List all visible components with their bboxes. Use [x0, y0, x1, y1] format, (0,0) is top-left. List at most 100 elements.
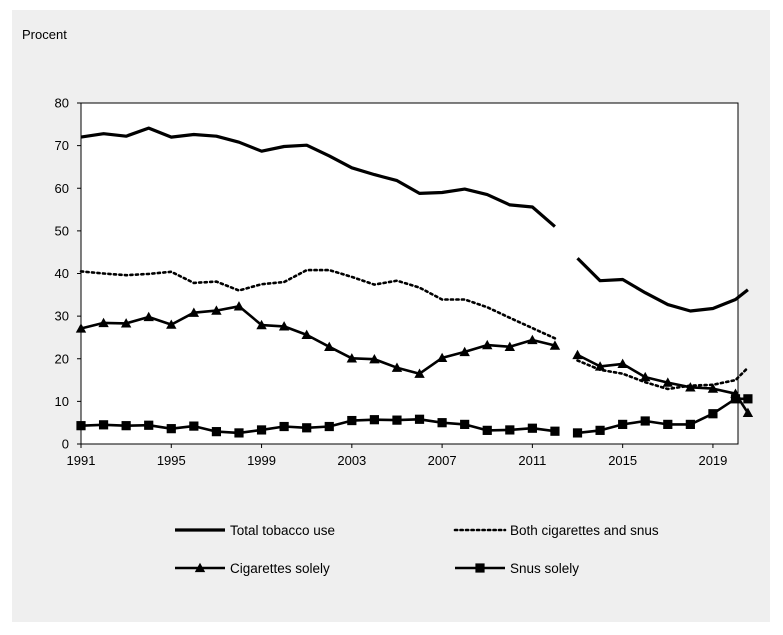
data-point	[742, 407, 754, 418]
series-total-tobacco-use	[80, 126, 749, 313]
data-point	[211, 305, 222, 315]
data-point	[392, 415, 402, 425]
data-point	[347, 415, 357, 426]
data-point	[482, 339, 493, 350]
data-point	[527, 334, 538, 345]
legend-item-snus-solely: Snus solely	[455, 561, 579, 576]
data-point	[618, 419, 628, 429]
data-point	[346, 353, 358, 363]
data-point	[595, 425, 605, 435]
series-line-segment	[80, 417, 556, 435]
data-point	[324, 421, 334, 432]
data-point	[188, 307, 200, 317]
y-tick-label: 80	[55, 96, 69, 111]
data-point	[549, 340, 561, 350]
series-line-segment	[576, 257, 749, 313]
legend-item-both-cigarettes-and-snus: Both cigarettes and snus	[453, 523, 659, 538]
data-point	[121, 421, 131, 431]
data-point	[572, 349, 583, 360]
y-tick-label: 40	[55, 266, 69, 281]
axes: 0 10 20 30 40 50 60 70 80 1991 1995 1999 2003 2007 201…	[55, 96, 739, 468]
series-layer	[75, 126, 754, 438]
legend-label: Total tobacco use	[230, 523, 335, 538]
y-tick-label: 0	[62, 437, 69, 452]
data-point	[302, 423, 312, 433]
data-point	[436, 352, 448, 363]
data-point	[234, 428, 244, 438]
data-point	[550, 426, 560, 436]
series-line-segment	[79, 268, 557, 340]
data-point	[301, 329, 312, 340]
data-point	[324, 341, 335, 351]
data-point	[437, 418, 447, 428]
data-point	[211, 427, 222, 437]
data-point	[76, 421, 86, 431]
data-point	[594, 361, 606, 371]
x-tick-label: 2007	[428, 453, 457, 468]
x-tick-label: 1995	[157, 453, 186, 468]
data-point	[685, 382, 696, 392]
data-point	[278, 321, 290, 331]
data-point	[166, 424, 176, 434]
data-point	[233, 301, 245, 311]
data-point	[369, 353, 380, 364]
legend-item-total-tobacco-use: Total tobacco use	[175, 523, 335, 538]
data-point	[189, 421, 199, 431]
data-point	[572, 428, 583, 438]
data-point	[662, 377, 673, 387]
data-point	[166, 319, 177, 329]
data-point	[617, 358, 628, 369]
legend: Total tobacco use Both cigarettes and snu…	[175, 523, 659, 576]
data-point	[98, 420, 109, 430]
data-point	[482, 425, 492, 435]
data-point	[414, 414, 425, 424]
data-point	[685, 419, 695, 429]
y-tick-label: 70	[55, 138, 69, 153]
data-point	[369, 415, 379, 425]
x-tick-label: 2015	[608, 453, 637, 468]
x-tick-label: 1999	[247, 453, 276, 468]
legend-label: Snus solely	[510, 561, 579, 576]
series-snus-solely	[76, 394, 753, 438]
x-tick-label: 2003	[337, 453, 366, 468]
legend-marker	[475, 563, 485, 573]
data-point	[143, 311, 154, 322]
data-point	[640, 416, 650, 426]
data-point	[391, 362, 403, 372]
data-point	[730, 394, 741, 404]
data-point	[144, 420, 154, 430]
x-tick-label: 2011	[518, 453, 546, 468]
series-both-cigarettes-and-snus	[79, 268, 750, 391]
data-point	[414, 368, 425, 378]
series-cigarettes-solely	[75, 301, 754, 418]
data-point	[743, 394, 753, 404]
data-point	[504, 341, 516, 351]
data-point	[663, 419, 673, 429]
data-point	[527, 423, 537, 433]
legend-label: Both cigarettes and snus	[510, 523, 659, 538]
plot-area	[80, 102, 739, 445]
data-point	[279, 421, 289, 432]
data-point	[640, 371, 651, 382]
data-point	[460, 419, 470, 429]
y-tick-label: 60	[55, 181, 69, 196]
data-point	[256, 319, 267, 330]
data-point	[98, 317, 109, 328]
y-tick-label: 30	[55, 309, 69, 324]
x-tick-label: 1991	[67, 453, 96, 468]
data-point	[256, 425, 267, 435]
y-tick-label: 50	[55, 223, 69, 238]
series-line-segment	[80, 304, 556, 376]
y-axis-label: Procent	[22, 27, 67, 42]
data-point	[505, 425, 515, 435]
series-line-segment	[576, 359, 750, 391]
legend-label: Cigarettes solely	[230, 561, 330, 576]
legend-item-cigarettes-solely: Cigarettes solely	[175, 561, 330, 576]
data-point	[707, 383, 719, 393]
data-point	[120, 318, 132, 328]
data-point	[75, 323, 87, 333]
data-point	[459, 346, 470, 357]
y-tick-label: 10	[55, 394, 69, 409]
series-line-segment	[80, 126, 556, 228]
